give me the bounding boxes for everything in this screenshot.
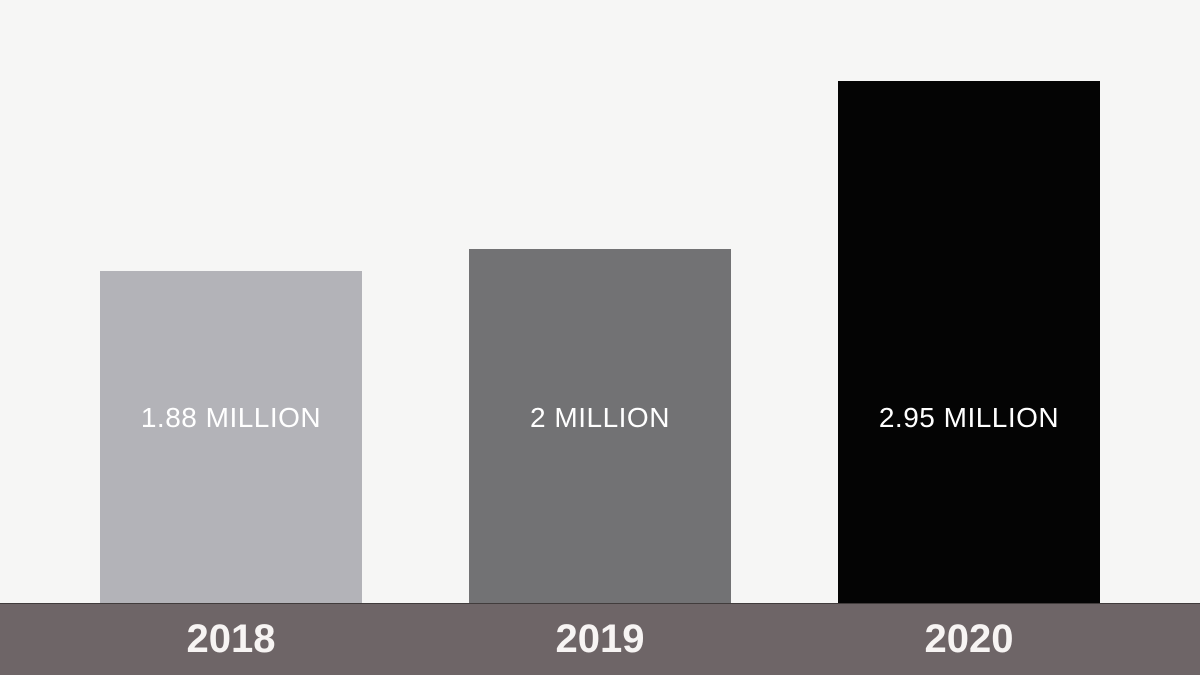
bar-2018	[100, 271, 362, 603]
x-tick-2018: 2018	[186, 617, 276, 661]
bar-value-label-2019: 2 MILLION	[530, 402, 670, 433]
bar-2019	[469, 249, 731, 603]
x-axis-band: 2018 2019 2020	[0, 603, 1200, 675]
bar-value-label-2020: 2.95 MILLION	[878, 402, 1060, 433]
bar-2020	[838, 81, 1100, 603]
bar-value-label-2018: 1.88 MILLION	[140, 402, 322, 433]
x-tick-2020: 2020	[924, 617, 1014, 661]
x-tick-2019: 2019	[555, 617, 645, 661]
